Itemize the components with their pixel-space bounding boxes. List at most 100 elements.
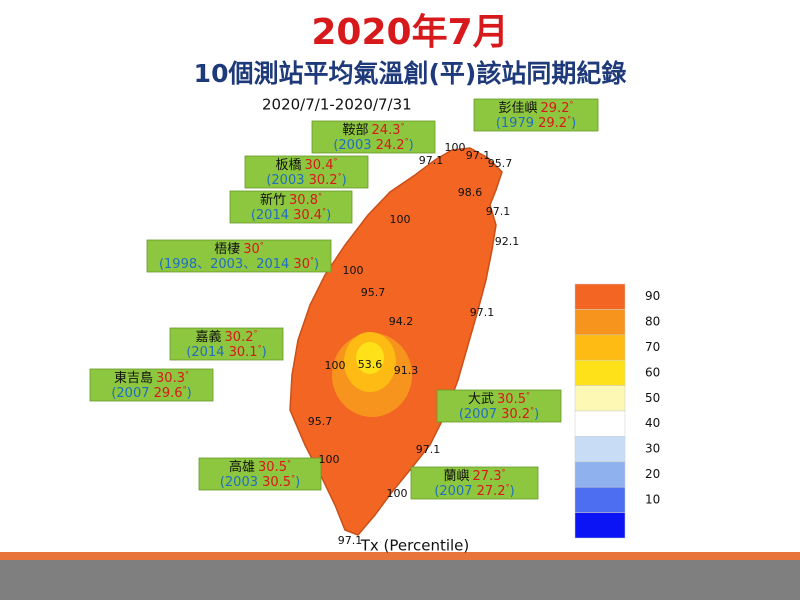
- record-year: (2014: [251, 208, 293, 223]
- station-line: 蘭嶼 27.3°: [444, 468, 506, 484]
- station-box: [436, 389, 562, 423]
- percentile-label: 95.7: [308, 415, 333, 428]
- station-temp: 30.5: [258, 460, 287, 475]
- bottom-bar: [0, 560, 800, 600]
- record-unit: °: [183, 385, 187, 394]
- station-box: [198, 457, 322, 491]
- record-line: (2003 24.2°): [333, 137, 413, 153]
- station-temp: 30.8: [289, 193, 318, 208]
- station-line: 東吉島 30.3°: [114, 370, 189, 386]
- percentile-label: 92.1: [495, 235, 520, 248]
- record-temp: 30.2: [309, 173, 338, 188]
- record-year: (2007: [434, 484, 476, 499]
- record-unit: °: [506, 483, 510, 492]
- station-name: 東吉島: [114, 370, 153, 386]
- percentile-label: 97.1: [486, 205, 511, 218]
- percentile-label: 100: [387, 487, 408, 500]
- station-line: 彭佳嶼 29.2°: [499, 100, 574, 116]
- legend-tick-label: 60: [645, 365, 660, 379]
- percentile-label: 91.3: [394, 364, 419, 377]
- record-unit: °: [322, 207, 326, 216]
- legend-swatch: [574, 309, 626, 336]
- record-unit: °: [310, 256, 314, 265]
- station-box: [473, 98, 599, 132]
- legend-swatch: [574, 486, 626, 513]
- legend-tick-label: 50: [645, 391, 660, 405]
- percentile-label: 97.1: [419, 154, 444, 167]
- station-name: 高雄: [229, 459, 255, 475]
- station-line: 大武 30.5°: [468, 391, 530, 407]
- legend-tick-label: 90: [645, 289, 660, 303]
- record-temp: 27.2: [477, 484, 506, 499]
- record-close: ): [326, 208, 331, 223]
- legend-swatch: [574, 283, 626, 310]
- percentile-label: 100: [445, 141, 466, 154]
- percentile-label: 97.1: [466, 149, 491, 162]
- record-temp: 29.2: [538, 116, 567, 131]
- record-unit: °: [530, 406, 534, 415]
- record-year: (1979: [496, 116, 538, 131]
- bottom-stripe: [0, 552, 800, 560]
- legend-tick-label: 70: [645, 340, 660, 354]
- hot-zone-60: [356, 342, 384, 374]
- title: 2020年7月: [311, 12, 508, 53]
- station-temp: 24.3: [372, 123, 401, 138]
- record-year: (2007: [459, 407, 501, 422]
- station-box: [410, 466, 539, 500]
- station-line: 梧棲 30°: [214, 241, 264, 257]
- record-line: (2007 30.2°): [459, 406, 539, 422]
- record-unit: °: [338, 172, 342, 181]
- station-box: [169, 327, 284, 361]
- percentile-label: 95.7: [361, 286, 386, 299]
- legend-swatch: [574, 410, 626, 437]
- legend-swatch: [574, 512, 626, 539]
- legend-tick-label: 20: [645, 467, 660, 481]
- record-unit: °: [405, 137, 409, 146]
- station-temp: 29.2: [541, 101, 570, 116]
- station-temp: 30.4: [305, 158, 334, 173]
- station-unit: °: [287, 459, 291, 468]
- station-name: 大武: [468, 392, 494, 407]
- subtitle: 10個測站平均氣溫創(平)該站同期紀錄: [194, 59, 627, 88]
- station-name: 嘉義: [196, 329, 222, 345]
- station-temp: 30.2: [225, 330, 254, 345]
- record-close: ): [409, 138, 414, 153]
- percentile-label: 97.1: [338, 534, 363, 547]
- period: 2020/7/1-2020/7/31: [262, 96, 412, 114]
- record-temp: 24.2: [376, 138, 405, 153]
- legend-swatch: [574, 461, 626, 488]
- record-unit: °: [291, 474, 295, 483]
- legend-swatch: [574, 385, 626, 412]
- station-box: [146, 239, 332, 273]
- record-year: (2003: [266, 173, 308, 188]
- record-year: (2014: [186, 345, 228, 360]
- station-temp: 27.3: [473, 469, 502, 484]
- legend-swatch: [574, 359, 626, 386]
- record-temp: 30.2: [501, 407, 530, 422]
- record-year: (2003: [220, 475, 262, 490]
- record-year: (2003: [333, 138, 375, 153]
- percentile-label: 95.7: [488, 157, 513, 170]
- percentile-label: 100: [325, 359, 346, 372]
- station-name: 鞍部: [343, 122, 369, 138]
- percentile-label: 97.1: [470, 306, 495, 319]
- station-unit: °: [333, 157, 337, 166]
- station-unit: °: [569, 100, 573, 109]
- record-unit: °: [258, 344, 262, 353]
- percentile-label: 98.6: [458, 186, 483, 199]
- record-temp: 30: [293, 257, 310, 272]
- record-line: (2014 30.1°): [186, 344, 266, 360]
- station-name: 彭佳嶼: [499, 101, 538, 116]
- station-unit: °: [400, 122, 404, 131]
- station-line: 嘉義 30.2°: [196, 329, 258, 345]
- station-unit: °: [501, 468, 505, 477]
- record-close: ): [262, 345, 267, 360]
- record-close: ): [295, 475, 300, 490]
- station-temp: 30.5: [497, 392, 526, 407]
- percentile-label: 53.6: [358, 358, 383, 371]
- station-box: [311, 120, 436, 154]
- legend-tick-label: 10: [645, 492, 660, 506]
- record-close: ): [314, 257, 319, 272]
- legend-swatch: [574, 334, 626, 361]
- record-close: ): [342, 173, 347, 188]
